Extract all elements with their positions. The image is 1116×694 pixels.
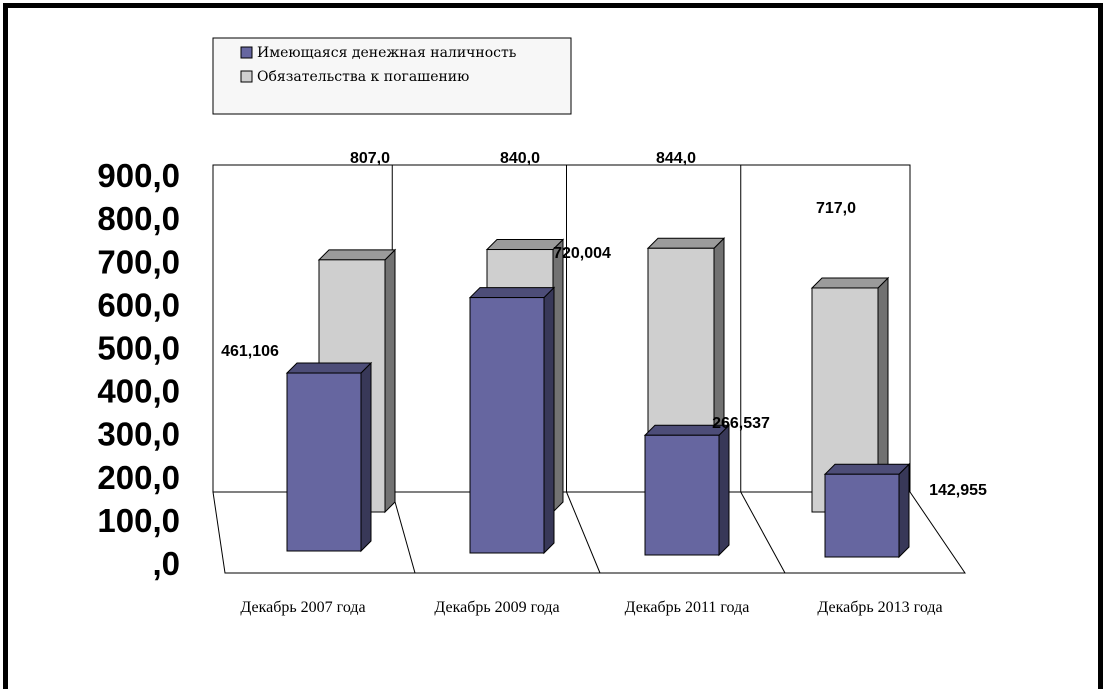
bar-obligations <box>646 237 726 514</box>
x-tick-label: Декабрь 2013 года <box>817 599 942 616</box>
bar-side <box>384 248 396 514</box>
bar-side <box>543 286 555 555</box>
bar-top <box>317 249 397 261</box>
bar-side <box>360 361 372 553</box>
data-label-obligations: 840,0 <box>500 150 540 167</box>
y-tick-label: ,0 <box>152 545 180 582</box>
floor-divider <box>740 491 786 574</box>
data-label-obligations: 807,0 <box>350 150 390 167</box>
x-tick-label: Декабрь 2009 года <box>434 599 559 616</box>
y-tick-label: 500,0 <box>97 330 180 367</box>
y-tick-label: 300,0 <box>97 416 180 453</box>
bar-front <box>469 297 545 554</box>
bar-top <box>823 463 911 475</box>
y-tick-label: 200,0 <box>97 459 180 496</box>
legend-swatch <box>240 70 253 83</box>
bar-cash <box>643 424 731 557</box>
data-label-cash: 720,004 <box>553 245 611 262</box>
bar-top <box>485 239 565 251</box>
y-tick-label: 600,0 <box>97 286 180 323</box>
bar-side <box>718 424 730 557</box>
legend-box <box>212 37 572 115</box>
y-tick-label: 100,0 <box>97 502 180 539</box>
bar-top <box>646 237 726 249</box>
bar-top <box>810 277 890 289</box>
floor-divider <box>391 491 416 574</box>
data-label-obligations: 844,0 <box>656 150 696 167</box>
x-tick-label: Декабрь 2011 года <box>625 599 750 616</box>
legend-swatch <box>240 46 253 59</box>
floor-divider <box>566 491 601 574</box>
y-tick-label: 800,0 <box>97 200 180 237</box>
bar-cash <box>468 286 556 555</box>
bar-front <box>286 372 362 552</box>
legend-label: Имеющаяся денежная наличность <box>257 45 517 61</box>
bar-cash <box>823 463 911 559</box>
data-label-cash: 461,106 <box>221 343 279 360</box>
bar-cash <box>285 361 373 553</box>
bar-top <box>285 362 373 374</box>
y-tick-label: 400,0 <box>97 373 180 410</box>
x-tick-label: Декабрь 2007 года <box>240 599 365 616</box>
bar-front <box>644 434 720 556</box>
y-tick-label: 900,0 <box>97 157 180 194</box>
bar-side <box>898 463 910 559</box>
chart-frame <box>3 3 1103 689</box>
legend-label: Обязательства к погашению <box>257 69 469 85</box>
bar-top <box>468 287 556 299</box>
legend: Имеющаяся денежная наличность Обязательст… <box>212 37 572 115</box>
bar-front <box>824 473 900 558</box>
y-tick-label: 700,0 <box>97 243 180 280</box>
data-label-obligations: 717,0 <box>816 200 856 217</box>
data-label-cash: 266,537 <box>712 415 770 432</box>
data-label-cash: 142,955 <box>929 482 987 499</box>
